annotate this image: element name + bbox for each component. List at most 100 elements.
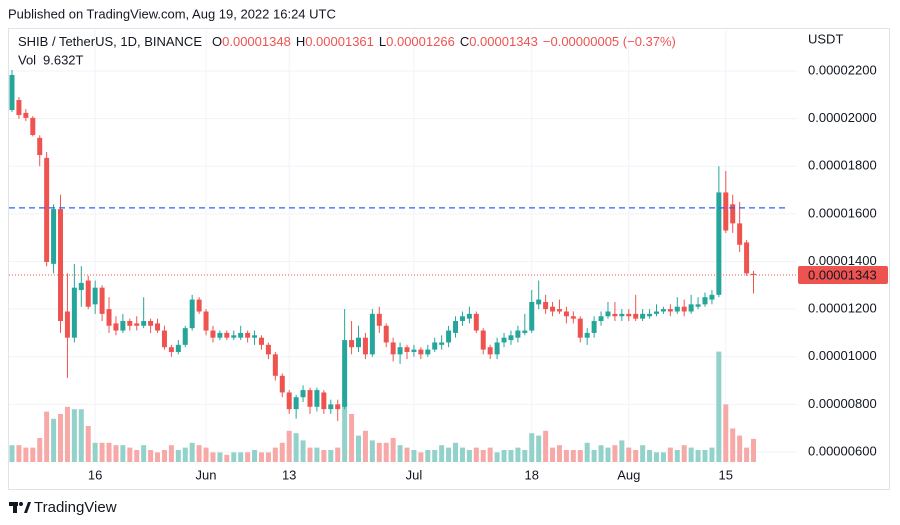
candle-body: [647, 313, 653, 317]
candle-body: [113, 323, 119, 331]
volume-bar: [536, 435, 542, 462]
y-tick-label: 0.00001600: [808, 205, 877, 220]
volume-bar: [508, 450, 514, 462]
candle-body: [695, 304, 701, 307]
candle-body: [550, 306, 556, 312]
x-tick-label: 16: [88, 467, 102, 482]
x-tick-label: 13: [282, 467, 296, 482]
candle-body: [418, 349, 424, 355]
volume-bar: [529, 433, 535, 462]
volume-bar: [501, 450, 507, 462]
volume-bar: [78, 409, 84, 462]
volume-bar: [473, 447, 479, 462]
candle-body: [494, 342, 500, 355]
candle-body: [425, 349, 431, 355]
volume-bar: [342, 404, 348, 462]
candle-body: [709, 294, 715, 300]
volume-bar: [224, 454, 230, 462]
candle-body: [744, 242, 750, 274]
candle-body: [563, 311, 569, 317]
volume-bar: [141, 445, 147, 462]
volume-bar: [321, 450, 327, 462]
volume-bar: [120, 445, 126, 462]
volume-bar: [64, 406, 70, 462]
candle-body: [390, 342, 396, 355]
volume-bar: [231, 452, 237, 462]
volume-bar: [647, 450, 653, 462]
legend-change: −0.00000005 (−0.37%): [543, 34, 676, 49]
volume-bar: [16, 445, 22, 462]
volume-bar: [85, 426, 91, 462]
candle-body: [570, 316, 576, 319]
candle-body: [508, 335, 514, 341]
candle-body: [681, 306, 687, 312]
volume-bar: [134, 450, 140, 462]
volume-bar: [688, 447, 694, 462]
candle-body: [404, 347, 410, 352]
candle-body: [314, 390, 320, 407]
candle-body: [16, 100, 22, 116]
publisher-note: Published on TradingView.com, Aug 19, 20…: [8, 6, 336, 21]
y-tick-label: 0.00001200: [808, 301, 877, 316]
candle-body: [383, 325, 389, 343]
volume-bar: [161, 450, 167, 462]
volume-bar: [328, 450, 334, 462]
volume-bar: [258, 452, 264, 462]
volume-bar: [453, 442, 459, 462]
volume-bar: [362, 430, 368, 462]
volume-bar: [459, 447, 465, 462]
volume-bar: [556, 445, 562, 462]
candle-body: [168, 347, 174, 352]
candle-body: [175, 344, 181, 352]
candle-body: [272, 354, 278, 376]
candle-body: [71, 287, 77, 338]
candle-body: [23, 112, 29, 118]
candle-body: [58, 209, 64, 322]
volume-pane: [9, 351, 757, 462]
volume-bar: [203, 447, 209, 462]
candle-body: [307, 390, 313, 407]
y-tick-label: 0.00002200: [808, 62, 877, 77]
candle-body: [9, 75, 15, 111]
volume-bar: [751, 438, 757, 462]
candle-body: [155, 323, 161, 331]
candle-body: [446, 330, 452, 343]
candle-body: [376, 313, 382, 326]
candle-body: [522, 330, 528, 333]
volume-bar: [106, 442, 112, 462]
volume-bar: [155, 452, 161, 462]
candle-body: [501, 337, 507, 343]
candle-body: [688, 304, 694, 312]
volume-bar: [550, 447, 556, 462]
volume-bar: [369, 440, 375, 462]
volume-bar: [279, 442, 285, 462]
candle-body: [369, 313, 375, 355]
candle-body: [577, 318, 583, 338]
volume-bar: [349, 414, 355, 462]
candle-body: [64, 311, 70, 338]
volume-bar: [356, 435, 361, 462]
candle-body: [619, 313, 625, 317]
x-tick-label: 15: [719, 467, 733, 482]
candle-body: [78, 282, 84, 291]
volume-bar: [432, 450, 438, 462]
legend-value: 0.00001343: [469, 34, 538, 49]
volume-bar: [653, 452, 659, 462]
candle-body: [210, 330, 216, 338]
candle-body: [633, 313, 639, 319]
candle-body: [127, 321, 133, 326]
volume-bar: [411, 450, 417, 462]
volume-bar: [522, 450, 528, 462]
volume-bar: [44, 411, 50, 462]
y-tick-label: 0.00001800: [808, 158, 877, 173]
candle-body: [217, 332, 223, 338]
candle-body: [85, 280, 91, 307]
candle-body: [335, 404, 341, 410]
candle-body: [591, 321, 597, 333]
footer-brand: TradingView: [34, 499, 117, 516]
candle-body: [356, 337, 361, 348]
volume-bar: [71, 409, 77, 462]
candle-body: [536, 299, 542, 305]
volume-bar: [37, 438, 43, 462]
volume-bar: [723, 404, 729, 462]
